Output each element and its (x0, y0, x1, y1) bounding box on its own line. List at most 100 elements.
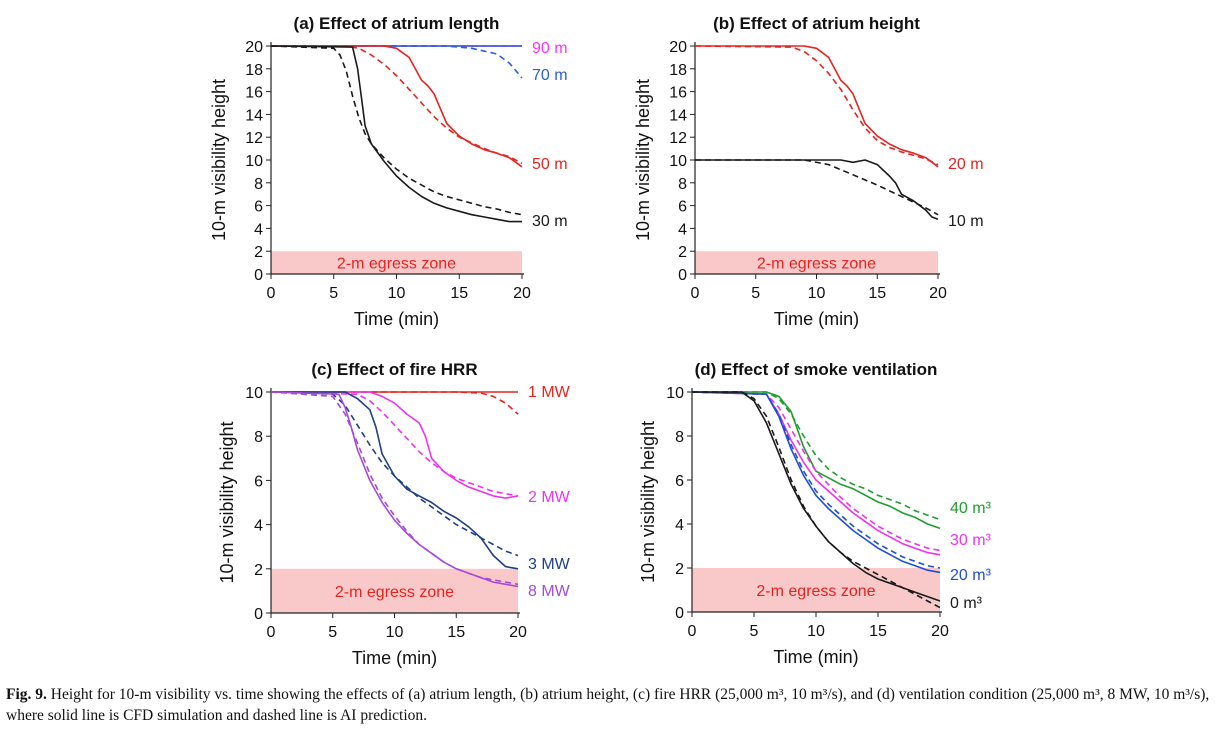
chart-panel-d: 2-m egress zone 0 5 10 15 20 0 2 4 6 8 10 (d) Effect… (638, 360, 992, 667)
y-tick-label: 8 (675, 429, 684, 446)
y-tick-label: 6 (254, 473, 263, 490)
y-tick-label: 4 (678, 221, 687, 238)
y-tick-label: 10 (245, 153, 263, 170)
series-label: 2 MW (528, 489, 571, 506)
x-tick-label: 5 (751, 285, 760, 302)
y-tick-label: 0 (254, 606, 263, 623)
series-line-dashed (694, 45, 939, 166)
x-tick-label: 0 (691, 285, 700, 302)
x-tick-label: 10 (388, 285, 406, 302)
x-tick-label: 0 (688, 623, 697, 640)
series-line-solid (691, 391, 941, 574)
egress-zone-label: 2-m egress zone (757, 256, 876, 273)
y-tick-label: 14 (245, 107, 263, 124)
series-label: 1 MW (528, 384, 571, 401)
y-tick-label: 6 (254, 199, 263, 216)
series-line-solid (270, 45, 522, 223)
egress-zone-band (692, 568, 940, 612)
x-tick-label: 15 (869, 623, 887, 640)
egress-zone-label: 2-m egress zone (756, 583, 875, 600)
series-label: 20 m (948, 156, 984, 173)
y-tick-label: 18 (669, 62, 687, 79)
series-line-solid (692, 391, 941, 602)
y-tick-label: 0 (254, 267, 263, 284)
series-line-dashed (271, 45, 523, 165)
y-tick-label: 4 (675, 517, 684, 534)
x-tick-label: 15 (450, 285, 468, 302)
x-tick-label: 5 (329, 285, 338, 302)
egress-zone-band (271, 251, 522, 274)
x-tick-label: 20 (931, 623, 949, 640)
y-tick-label: 8 (254, 429, 263, 446)
x-tick-label: 20 (929, 285, 947, 302)
series-line-dashed (270, 391, 519, 497)
series-line-dashed (270, 45, 523, 216)
y-tick-label: 10 (666, 385, 684, 402)
y-tick-label: 16 (669, 85, 687, 102)
x-tick-label: 20 (509, 624, 527, 641)
series-line-solid (695, 159, 939, 221)
y-axis-label: 10-m visibility height (217, 421, 237, 583)
series-label: 3 MW (528, 556, 571, 573)
series-label: 50 m (532, 156, 568, 173)
x-tick-label: 10 (808, 285, 826, 302)
x-tick-label: 20 (513, 285, 531, 302)
series-line-dashed (270, 391, 519, 586)
y-tick-label: 10 (669, 153, 687, 170)
figure-caption: Fig. 9. Height for 10-m visibility vs. t… (6, 684, 1214, 726)
caption-label: Fig. 9. (6, 686, 47, 703)
egress-zone-label: 2-m egress zone (337, 256, 456, 273)
x-tick-label: 15 (447, 624, 465, 641)
y-tick-label: 6 (678, 199, 687, 216)
x-tick-label: 0 (267, 624, 276, 641)
series-label: 30 m (532, 213, 568, 230)
series-line-solid (271, 391, 519, 499)
y-axis-label: 10-m visibility height (209, 79, 229, 241)
y-tick-label: 0 (675, 605, 684, 622)
series-line-solid (271, 391, 519, 570)
series-label: 90 m (532, 40, 568, 57)
y-tick-label: 4 (254, 221, 263, 238)
y-tick-label: 20 (245, 39, 263, 56)
x-axis-label: Time (min) (773, 647, 858, 667)
series-line-solid (270, 391, 519, 588)
series-line-solid (691, 391, 941, 556)
series-line-solid (692, 391, 941, 530)
x-tick-label: 5 (328, 624, 337, 641)
y-tick-label: 16 (245, 85, 263, 102)
series-line-solid (695, 45, 939, 168)
y-axis-label: 10-m visibility height (633, 79, 653, 241)
chart-title: (d) Effect of smoke ventilation (695, 360, 938, 379)
y-tick-label: 18 (245, 62, 263, 79)
series-line-dashed (691, 391, 941, 552)
x-tick-label: 10 (807, 623, 825, 640)
x-axis-label: Time (min) (774, 309, 859, 329)
egress-zone-label: 2-m egress zone (335, 584, 454, 601)
chart-panel-a: 2-m egress zone 0 5 10 15 20 0 2 4 6 8 10 12 14 16 18 20… (209, 14, 568, 329)
y-tick-label: 2 (678, 244, 687, 261)
series-line-dashed (692, 391, 941, 521)
series-label: 8 MW (528, 583, 571, 600)
series-line-dashed (695, 159, 939, 216)
series-line-dashed (271, 45, 523, 79)
y-tick-label: 2 (675, 561, 684, 578)
chart-title: (c) Effect of fire HRR (311, 360, 477, 379)
y-tick-label: 0 (678, 267, 687, 284)
series-label: 70 m (532, 67, 568, 84)
y-tick-label: 4 (254, 518, 263, 535)
x-axis-label: Time (min) (352, 648, 437, 668)
series-label: 40 m³ (950, 500, 992, 517)
chart-panel-c: 2-m egress zone 0 5 10 15 20 0 2 4 6 8 10 (c) Effect… (217, 360, 571, 668)
chart-title: (a) Effect of atrium length (294, 14, 500, 33)
y-tick-label: 8 (678, 176, 687, 193)
y-tick-label: 2 (254, 244, 263, 261)
series-label: 20 m³ (950, 567, 992, 584)
series-label: 10 m (948, 213, 984, 230)
y-tick-label: 14 (669, 107, 687, 124)
chart-panel-b: 2-m egress zone 0 5 10 15 20 0 2 4 6 8 10 12 14 16 18 20… (633, 14, 984, 329)
y-tick-label: 8 (254, 176, 263, 193)
y-tick-label: 12 (669, 130, 687, 147)
series-label: 0 m³ (950, 595, 983, 612)
chart-title: (b) Effect of atrium height (713, 14, 920, 33)
